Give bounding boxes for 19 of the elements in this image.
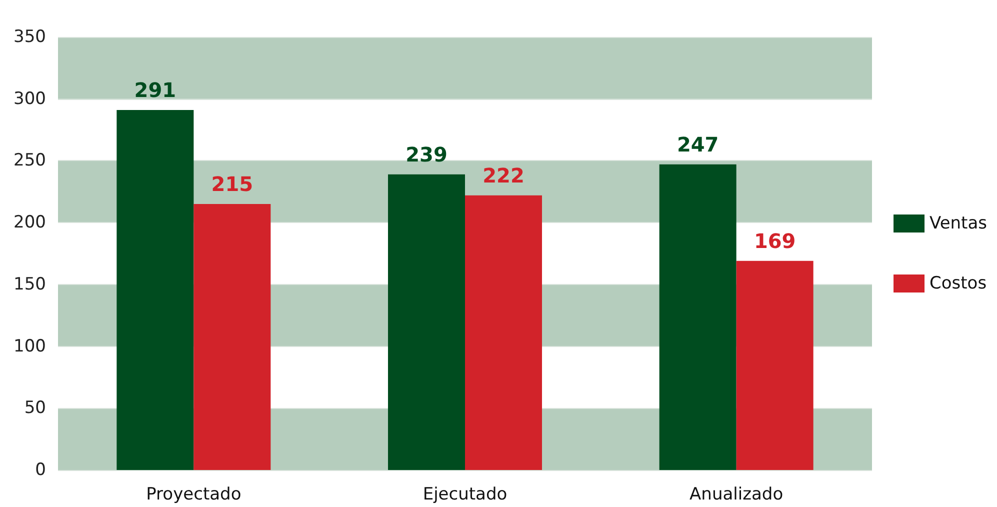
y-tick-label: 250 [14,150,46,171]
y-tick-label: 150 [14,274,46,294]
legend-label: Costos [930,274,987,294]
y-tick-label: 350 [14,27,46,47]
x-tick-label: Proyectado [146,484,242,504]
y-tick-label: 50 [24,398,46,418]
y-tick-label: 200 [14,212,46,233]
legend-label: Ventas [930,214,988,234]
y-tick-label: 0 [35,460,46,480]
x-tick-label: Anualizado [690,484,784,504]
x-tick-label: Ejecutado [422,484,508,504]
data-label: 222 [482,163,524,188]
data-label: 291 [134,78,176,102]
data-label: 169 [754,228,796,253]
y-tick-label: 100 [14,336,46,356]
data-label: 215 [211,172,254,196]
data-label: 247 [676,132,719,156]
data-label: 239 [406,142,448,166]
y-tick-label: 300 [14,88,46,109]
